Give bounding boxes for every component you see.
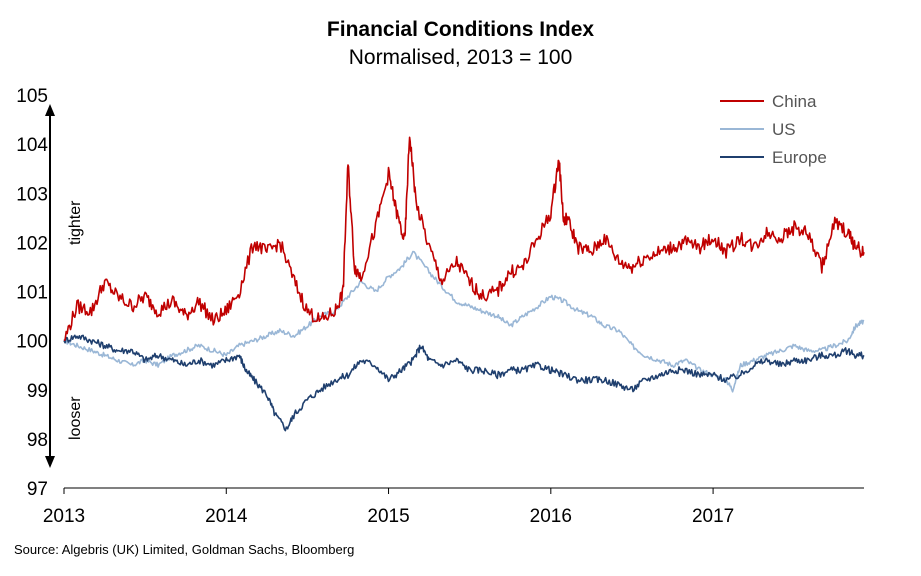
- y-tick-label: 97: [27, 479, 48, 500]
- series-lines: [63, 136, 865, 432]
- legend-label-europe: Europe: [772, 148, 827, 167]
- legend-label-us: US: [772, 120, 796, 139]
- axes: 97 98 99 100 101 102 103 104 105 2013 2014 2015 2016…: [16, 86, 864, 527]
- series-line-china: [63, 136, 865, 342]
- y-tick-label: 103: [16, 184, 48, 205]
- y-tick-label: 98: [27, 430, 48, 451]
- y-tick-label: 104: [16, 135, 48, 156]
- source-note: Source: Algebris (UK) Limited, Goldman S…: [14, 542, 355, 557]
- x-tick-label: 2013: [43, 506, 85, 527]
- chart-title: Financial Conditions Index: [326, 18, 595, 41]
- legend: China US Europe: [720, 92, 827, 167]
- series-line-europe: [63, 334, 865, 432]
- y-tick-label: 101: [16, 283, 48, 304]
- arrow-down-icon: [45, 456, 55, 468]
- y-tick-label: 105: [16, 86, 48, 107]
- legend-label-china: China: [772, 92, 817, 111]
- x-tick-label: 2014: [205, 506, 248, 527]
- y-tick-label: 102: [16, 233, 48, 254]
- looser-label: looser: [67, 396, 84, 440]
- arrow-up-icon: [45, 104, 55, 116]
- x-tick-label: 2017: [692, 506, 734, 527]
- x-tick-label: 2015: [367, 506, 409, 527]
- tighter-label: tighter: [67, 200, 84, 245]
- tightness-indicator: tighter looser: [45, 104, 84, 468]
- x-tick-label: 2016: [530, 506, 572, 527]
- y-tick-label: 99: [27, 381, 48, 402]
- series-line-us: [63, 250, 865, 393]
- y-tick-label: 100: [16, 332, 48, 353]
- chart-subtitle: Normalised, 2013 = 100: [348, 46, 573, 69]
